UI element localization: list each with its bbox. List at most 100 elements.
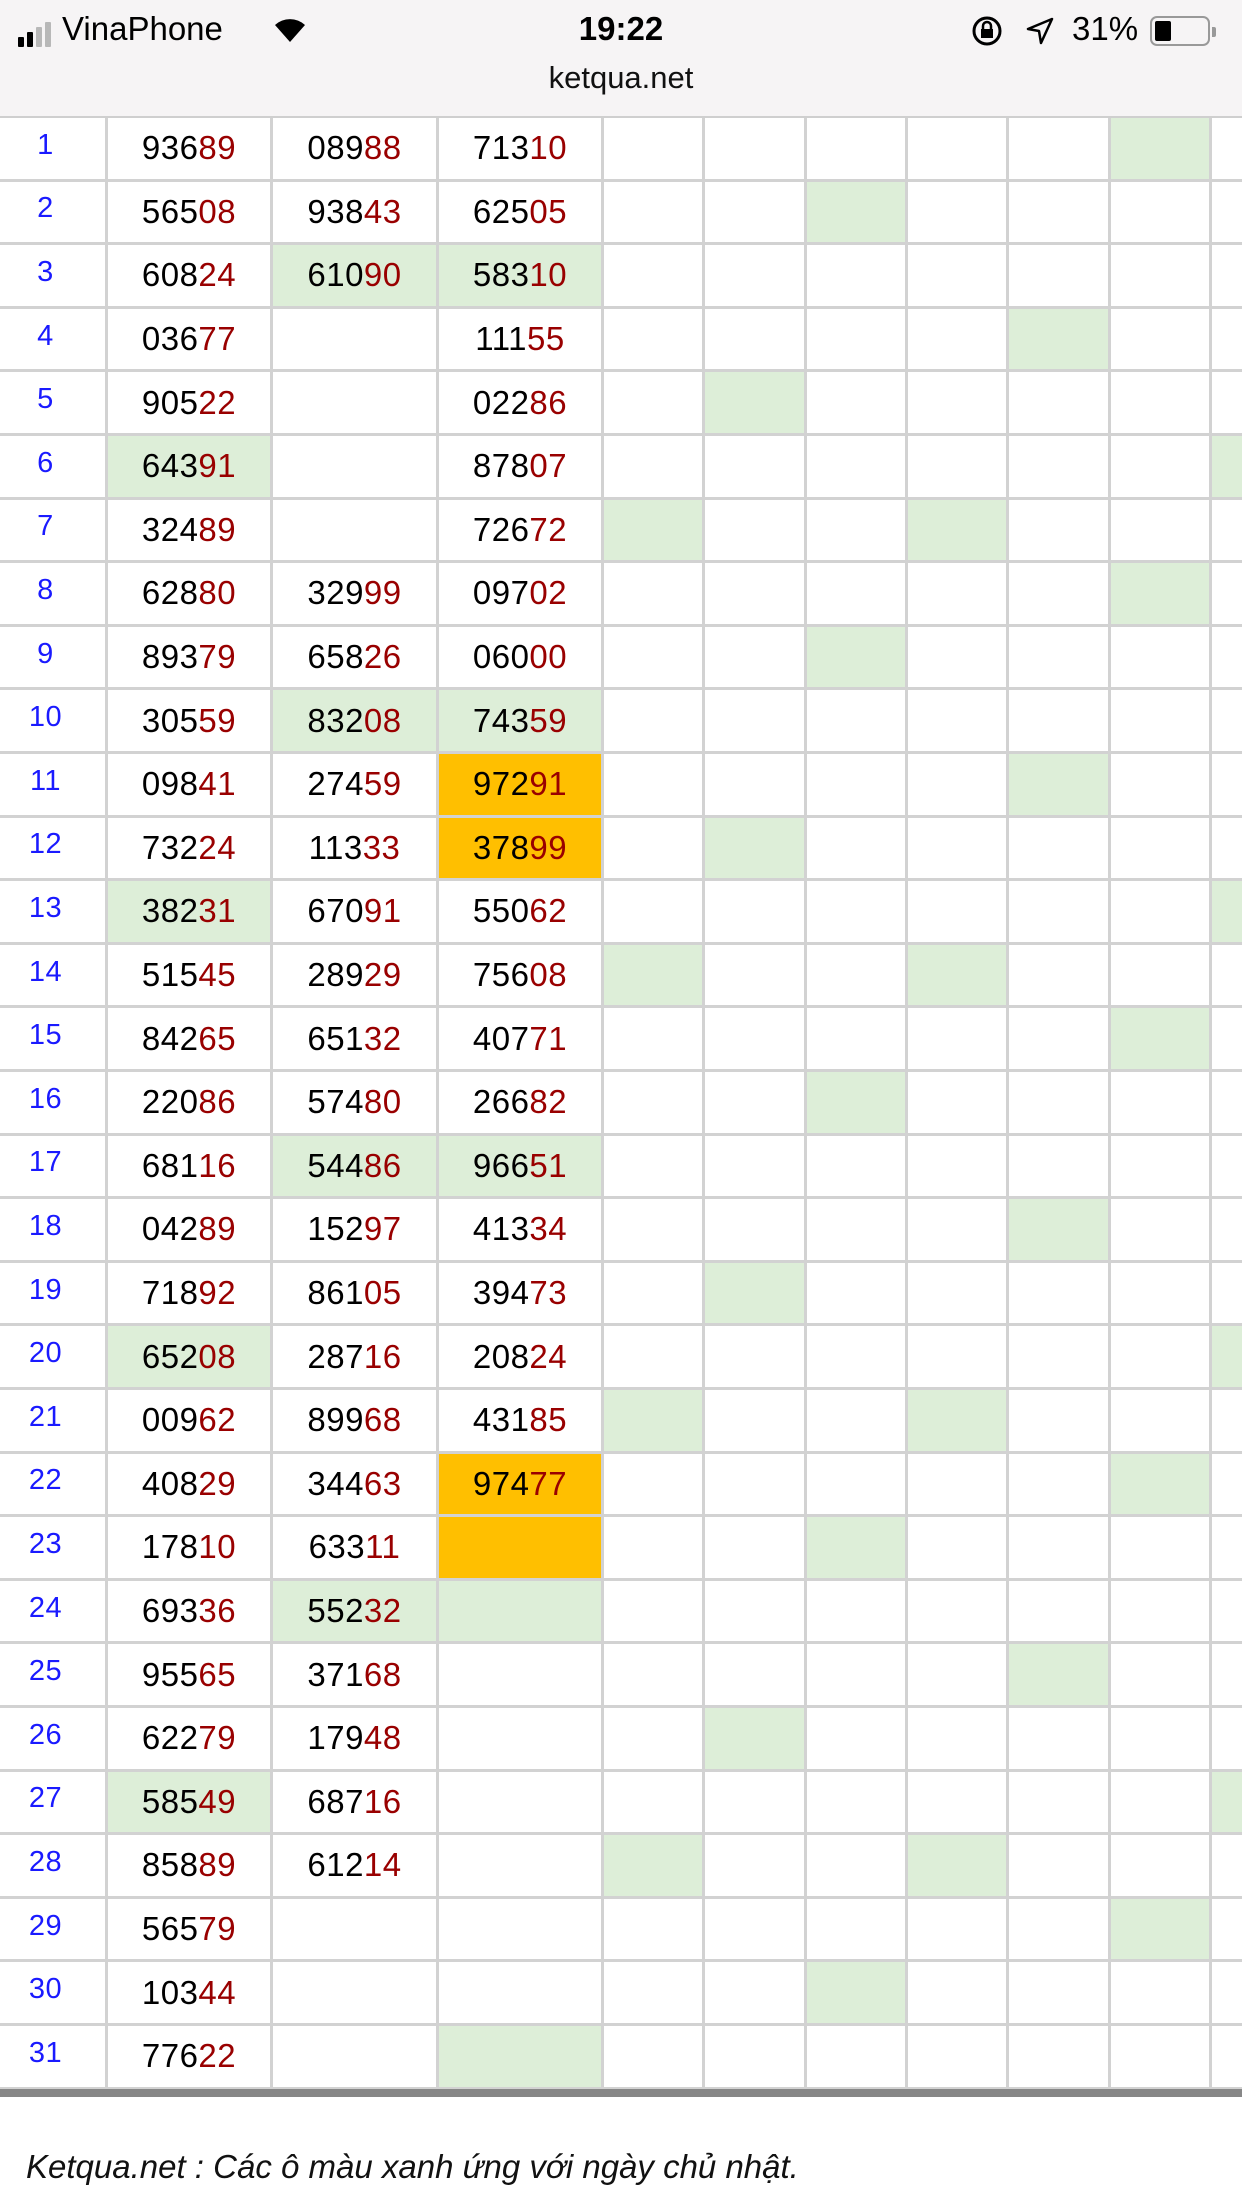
- address-bar[interactable]: ketqua.net: [548, 60, 694, 95]
- number-suffix: 92: [198, 1274, 237, 1312]
- number-prefix: 565: [141, 192, 199, 230]
- day-number[interactable]: 21: [0, 1390, 108, 1451]
- day-number[interactable]: 23: [0, 1517, 108, 1578]
- blank-cell: [908, 181, 1009, 243]
- day-number[interactable]: 19: [0, 1262, 108, 1324]
- day-number[interactable]: 26: [0, 1708, 108, 1769]
- number-suffix: 59: [363, 765, 402, 803]
- result-cell: 111 55: [439, 308, 604, 370]
- day-number[interactable]: 11: [0, 754, 108, 815]
- number-suffix: 77: [529, 1464, 568, 1502]
- blank-cell: [604, 1072, 705, 1133]
- day-number[interactable]: 1: [0, 118, 108, 179]
- number-prefix: 858: [141, 1846, 199, 1884]
- number-suffix: 05: [363, 1274, 402, 1312]
- result-cell: 274 59: [273, 754, 439, 815]
- day-number[interactable]: 6: [0, 436, 108, 497]
- day-number[interactable]: 3: [0, 245, 108, 306]
- day-number[interactable]: 4: [0, 308, 108, 370]
- number-suffix: 00: [529, 638, 568, 676]
- number-prefix: 413: [472, 1210, 530, 1248]
- result-cell: 670 91: [273, 881, 439, 942]
- blank-cell: [1009, 944, 1111, 1006]
- number-prefix: 329: [307, 574, 364, 612]
- blank-cell: [807, 1898, 908, 1960]
- number-suffix: 26: [363, 638, 402, 676]
- blank-cell: [705, 499, 807, 561]
- day-number[interactable]: 12: [0, 817, 108, 879]
- day-number[interactable]: 30: [0, 1962, 108, 2023]
- blank-cell: [1009, 1580, 1111, 1642]
- blank-cell: [807, 1262, 908, 1324]
- blank-cell: [1009, 1135, 1111, 1197]
- number-prefix: 936: [141, 129, 199, 167]
- result-cell: 652 08: [108, 1326, 273, 1387]
- day-number[interactable]: 16: [0, 1072, 108, 1133]
- blank-cell: [604, 881, 705, 942]
- blank-cell: [1009, 181, 1111, 243]
- blank-cell: [1111, 1580, 1212, 1642]
- day-number[interactable]: 2: [0, 181, 108, 243]
- day-number[interactable]: 18: [0, 1199, 108, 1260]
- number-suffix: 62: [529, 892, 568, 930]
- blank-cell: [705, 181, 807, 243]
- number-prefix: 097: [472, 574, 530, 612]
- day-number[interactable]: 14: [0, 944, 108, 1006]
- result-cell: 687 16: [273, 1771, 439, 1833]
- day-number[interactable]: 29: [0, 1898, 108, 1960]
- result-cell: 266 82: [439, 1072, 604, 1133]
- day-number[interactable]: 7: [0, 499, 108, 561]
- blank-cell: [807, 690, 908, 751]
- number-suffix: 63: [363, 1464, 402, 1502]
- result-cell: 972 91: [439, 754, 604, 815]
- table-row: 3 608 24 610 90 583 10: [0, 245, 1242, 309]
- blank-cell: [1111, 181, 1212, 243]
- blank-cell: [705, 308, 807, 370]
- blank-cell: [1111, 881, 1212, 942]
- day-number[interactable]: 25: [0, 1644, 108, 1705]
- number-suffix: 33: [362, 828, 401, 866]
- result-cell: 324 89: [108, 499, 273, 561]
- day-number[interactable]: 15: [0, 1008, 108, 1069]
- blank-cell: [1212, 1390, 1242, 1451]
- day-number[interactable]: 22: [0, 1453, 108, 1515]
- blank-cell: [604, 1008, 705, 1069]
- blank-cell: [1212, 500, 1242, 561]
- result-cell: 608 24: [108, 245, 273, 306]
- blank-cell: [1111, 1072, 1212, 1133]
- day-number[interactable]: 13: [0, 881, 108, 942]
- blank-cell: [1111, 118, 1212, 179]
- blank-cell: [807, 1326, 908, 1387]
- blank-cell: [1212, 1008, 1242, 1069]
- day-number[interactable]: 31: [0, 2026, 108, 2087]
- blank-cell: [604, 1390, 705, 1451]
- day-number[interactable]: 8: [0, 563, 108, 624]
- day-number[interactable]: 20: [0, 1326, 108, 1387]
- number-prefix: 098: [141, 765, 199, 803]
- wifi-icon: [275, 19, 305, 42]
- result-cell: 565 08: [108, 181, 273, 243]
- day-number[interactable]: 24: [0, 1580, 108, 1642]
- number-prefix: 622: [141, 1719, 199, 1757]
- day-number[interactable]: 28: [0, 1835, 108, 1896]
- blank-cell: [1111, 754, 1212, 815]
- day-number[interactable]: 27: [0, 1771, 108, 1833]
- day-number[interactable]: 10: [0, 690, 108, 751]
- blank-cell: [908, 1008, 1009, 1069]
- number-prefix: 687: [307, 1782, 364, 1820]
- blank-cell: [705, 118, 807, 179]
- day-number[interactable]: 5: [0, 372, 108, 433]
- blank-cell: [1009, 1898, 1111, 1960]
- number-prefix: 111: [475, 320, 527, 358]
- table-row: 14 515 45 289 29 756 08: [0, 944, 1242, 1009]
- result-cell: 098 41: [108, 754, 273, 815]
- number-suffix: 14: [363, 1846, 402, 1884]
- blank-cell: [807, 1008, 908, 1069]
- blank-cell: [1111, 1262, 1212, 1324]
- day-number[interactable]: 17: [0, 1135, 108, 1197]
- blank-cell: [807, 1962, 908, 2023]
- day-number[interactable]: 9: [0, 626, 108, 688]
- result-cell: 938 43: [273, 181, 439, 243]
- number-suffix: 24: [198, 256, 237, 294]
- blank-cell: [1111, 626, 1212, 688]
